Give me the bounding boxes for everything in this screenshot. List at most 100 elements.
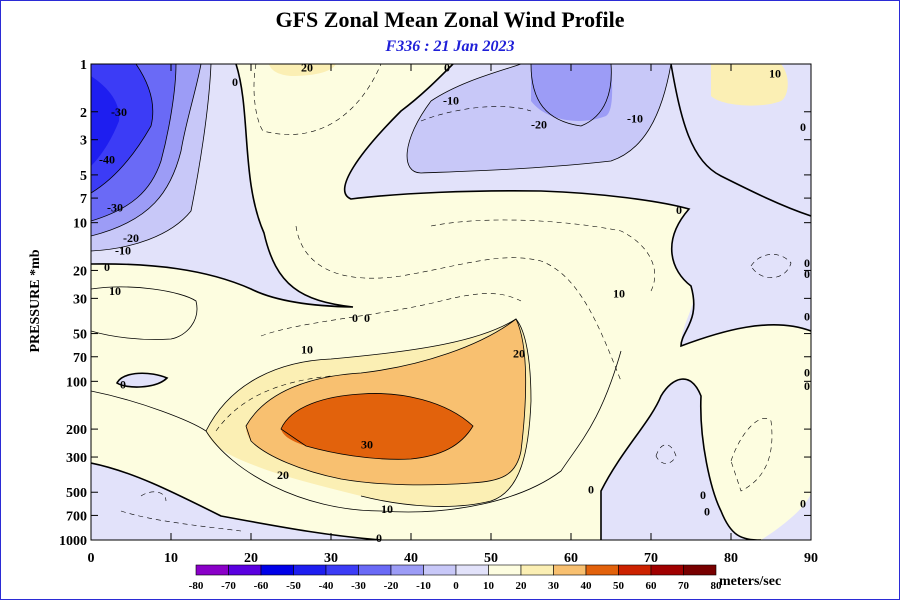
- contour-zero-upper-mid: [343, 64, 811, 348]
- colorbar-swatch: [650, 564, 684, 576]
- chart-subtitle: F336 : 21 Jan 2023: [385, 38, 515, 55]
- x-tick-label: 70: [644, 551, 658, 566]
- contour-label: 0: [804, 309, 810, 323]
- colorbar-swatch: [553, 564, 587, 576]
- colorbar-label: -20: [384, 580, 399, 592]
- y-tick-label: 300: [66, 451, 87, 466]
- contour-neg-left: [91, 64, 212, 252]
- y-tick-label: 30: [73, 292, 87, 307]
- colorbar-label: -50: [286, 580, 301, 592]
- colorbar-label: -30: [351, 580, 366, 592]
- y-axis-label: PRESSURE *mb: [28, 249, 43, 352]
- contour-label: -10: [443, 94, 459, 108]
- colorbar-label: 30: [548, 580, 560, 592]
- y-tick-label: 20: [73, 264, 87, 279]
- y-tick-label: 1: [80, 58, 87, 73]
- colorbar-label: 20: [516, 580, 528, 592]
- contour-zero-upper-left: [91, 64, 354, 308]
- contour-10-left: [91, 286, 198, 340]
- x-tick-label: 30: [324, 551, 338, 566]
- contour-label: 0: [804, 267, 810, 281]
- contour-zero-surface: [91, 462, 382, 540]
- contour-label: 0: [800, 497, 806, 511]
- contour-label: -30: [111, 105, 127, 119]
- contour-label: 0: [800, 120, 806, 134]
- colorbar-swatch: [455, 564, 489, 576]
- y-tick-label: 2: [80, 106, 87, 121]
- contour-label: 0: [232, 75, 238, 89]
- contour-label: -30: [107, 200, 123, 214]
- contour-neg20: [530, 64, 612, 127]
- colorbar-swatch: [585, 564, 619, 576]
- contour-label: 0: [804, 379, 810, 393]
- contour-neg10: [406, 64, 672, 174]
- y-tick-label: 10: [73, 217, 87, 232]
- x-tick-label: 80: [724, 551, 738, 566]
- contour-zero-isolated: [115, 372, 169, 388]
- contour-label: 0: [700, 488, 706, 502]
- colorbar-label: 80: [711, 580, 723, 592]
- y-tick-label: 50: [73, 328, 87, 343]
- colorbar-label: 50: [613, 580, 625, 592]
- colorbar-label: -70: [221, 580, 236, 592]
- region-right-lower-easterly: [761, 491, 811, 540]
- contour-label: 0: [588, 482, 594, 496]
- colorbar-swatch: [423, 564, 457, 576]
- dashed-contours: [120, 64, 792, 532]
- colorbar-swatch: [228, 564, 262, 576]
- x-axis: 0 10 20 30 40 50 60 70 80 90: [88, 64, 818, 566]
- contour-label: 10: [769, 67, 781, 81]
- colorbar-label: 0: [453, 580, 459, 592]
- colorbar-swatch: [390, 564, 424, 576]
- colorbar-label: 60: [646, 580, 658, 592]
- contour-label: 20: [513, 347, 525, 361]
- colorbar-swatch: [683, 564, 717, 576]
- contour-label: -10: [115, 244, 131, 258]
- y-tick-label: 5: [80, 169, 87, 184]
- y-tick-label: 700: [66, 509, 87, 524]
- contour-zero-right-top: [670, 64, 811, 217]
- x-tick-label: 50: [484, 551, 498, 566]
- region-easterly-50: [91, 76, 120, 166]
- contour-label: 20: [277, 468, 289, 482]
- y-tick-label: 500: [66, 486, 87, 501]
- contour-label: 0: [444, 60, 450, 74]
- region-tropopause-easterly: [601, 379, 761, 540]
- colorbar-swatch: [325, 564, 359, 576]
- colorbar-label: -10: [416, 580, 431, 592]
- contour-label: 10: [381, 502, 393, 516]
- contour-label: 0: [804, 256, 810, 270]
- colorbar-swatch: [195, 564, 229, 576]
- x-tick-label: 20: [244, 551, 258, 566]
- region-westerly-20-top: [269, 64, 336, 76]
- contour-label: 0: [704, 504, 710, 518]
- colorbar-label: 40: [581, 580, 593, 592]
- region-easterly-20: [531, 64, 613, 121]
- contour-label: 10: [109, 284, 121, 298]
- region-westerly-20-top-right: [711, 64, 788, 106]
- contour-label: 0: [376, 531, 382, 545]
- contour-label: 0: [676, 203, 682, 217]
- y-tick-label: 100: [66, 375, 87, 390]
- contour-label: -10: [627, 111, 643, 125]
- colorbar-label: -80: [189, 580, 204, 592]
- y-tick-label: 7: [80, 192, 87, 207]
- contour-label: 0: [104, 260, 110, 274]
- contour-label: 0: [352, 311, 358, 325]
- plot-border: [90, 63, 812, 541]
- contour-label: 20: [301, 60, 313, 74]
- region-westerly-40-jet: [281, 393, 473, 460]
- x-tick-label: 90: [804, 551, 818, 566]
- contour-label: -20: [531, 117, 547, 131]
- x-tick-label: 40: [404, 551, 418, 566]
- contour-label: 10: [613, 287, 625, 301]
- contour-label: -40: [99, 153, 115, 167]
- contour-label: -20: [123, 231, 139, 245]
- colorbar-label: -60: [254, 580, 269, 592]
- contour-10-jet: [205, 318, 532, 507]
- colorbar-unit: meters/sec: [719, 574, 781, 589]
- x-tick-label: 10: [164, 551, 178, 566]
